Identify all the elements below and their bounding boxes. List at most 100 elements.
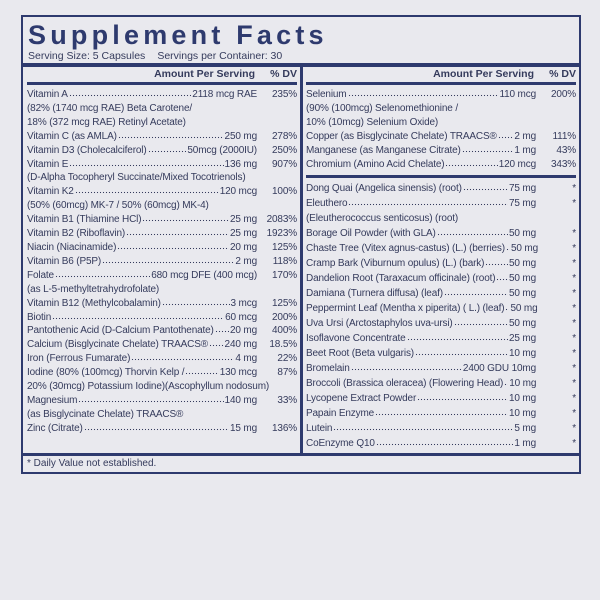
nutrient-row: Manganese (as Manganese Citrate) 1 mg 43% (306, 144, 576, 158)
amount: 25 mg (508, 333, 536, 345)
daily-value: * (572, 378, 576, 390)
daily-value: * (572, 183, 576, 195)
dot-leader (445, 158, 498, 167)
nutrient-detail: (90% (100mcg) Selenomethionine / (306, 102, 458, 114)
dot-leader (505, 243, 510, 252)
nutrient-name: Dong Quai (Angelica sinensis) (root) (306, 183, 462, 195)
nutrient-name: Iron (Ferrous Fumarate) (27, 353, 131, 365)
nutrient-row: Chaste Tree (Vitex agnus-castus) (L.) (b… (306, 241, 576, 256)
dot-leader (54, 269, 151, 278)
dot-leader (417, 393, 508, 402)
nutrient-row: Uva Ursi (Arctostaphylos uva-ursi) 50 mg * (306, 316, 576, 331)
nutrient-row: Lycopene Extract Powder 10 mg * (306, 391, 576, 406)
nutrient-row: Borage Oil Powder (with GLA) 50 mg * (306, 226, 576, 241)
nutrient-row: Vitamin A 2118 mcg RAE 235% (27, 88, 297, 102)
dot-leader (505, 303, 510, 312)
nutrient-row: Cramp Bark (Viburnum opulus) (L.) (bark)… (306, 256, 576, 271)
amount: 1 mg (514, 438, 536, 450)
nutrient-detail: (D-Alpha Tocopheryl Succinate/Mixed Toco… (27, 172, 246, 184)
daily-value: * (572, 228, 576, 240)
nutrient-row: Magnesium 140 mg 33% (27, 394, 297, 408)
nutrient-name: Chromium (Amino Acid Chelate) (306, 158, 445, 170)
amount: 20 mg (229, 325, 257, 337)
daily-value: * (572, 333, 576, 345)
amount: 50mcg (2000IU) (187, 144, 257, 156)
nutrient-name: Beet Root (Beta vulgaris) (306, 348, 414, 360)
nutrient-row: Papain Enzyme 10 mg * (306, 406, 576, 421)
footnote: * Daily Value not established. (27, 458, 157, 469)
daily-value: 235% (272, 89, 297, 100)
nutrient-row: Calcium (Bisglycinate Chelate) TRAACS® 24… (27, 338, 297, 352)
dot-leader (147, 144, 187, 153)
nutrient-row: Dong Quai (Angelica sinensis) (root) 75 m… (306, 181, 576, 196)
dot-leader (78, 394, 224, 403)
amount-header: Amount Per Serving (433, 68, 534, 80)
dot-leader (504, 378, 509, 387)
nutrient-detail: 18% (372 mcg RAE) Retinyl Acetate) (27, 116, 186, 128)
nutrient-row: Folate 680 mcg DFE (400 mcg) 170% (27, 269, 297, 283)
nutrient-row: Iron (Ferrous Fumarate) 4 mg 22% (27, 352, 297, 366)
dot-leader (209, 339, 224, 348)
dot-leader (443, 288, 508, 297)
daily-value: 200% (551, 89, 576, 100)
amount: 136 mg (224, 158, 258, 170)
nutrient-row: Bromelain 2400 GDU 10mg * (306, 361, 576, 376)
daily-value: * (572, 243, 576, 255)
daily-value: 1923% (266, 228, 298, 240)
nutrient-row: Damiana (Turnera diffusa) (leaf) 50 mg * (306, 286, 576, 301)
nutrient-name: Niacin (Niacinamide) (27, 241, 117, 253)
nutrient-name: Vitamin K2 (27, 186, 74, 198)
dot-leader (161, 297, 230, 306)
dot-leader (414, 348, 508, 357)
dot-leader (453, 318, 508, 327)
nutrient-name: Isoflavone Concentrate (306, 333, 406, 345)
amount: 130 mcg (219, 367, 257, 379)
daily-value: 18.5% (269, 339, 297, 351)
nutrient-row: Vitamin C (as AMLA) 250 mg 278% (27, 130, 297, 144)
nutrient-name: Papain Enzyme (306, 408, 375, 420)
nutrient-name: Uva Ursi (Arctostaphylos uva-ursi) (306, 318, 453, 330)
amount: 1 mg (514, 144, 536, 156)
dot-leader (496, 273, 508, 282)
nutrient-name: Calcium (Bisglycinate Chelate) TRAACS® (27, 339, 208, 351)
nutrient-name: Broccoli (Brassica oleracea) (Flowering … (306, 378, 504, 390)
section: Vitamin A 2118 mcg RAE 235% (82% (1740 mcg … (27, 82, 297, 436)
amount: 120 mcg (498, 158, 536, 170)
nutrient-name: Biotin (27, 311, 52, 323)
daily-value: 170% (272, 269, 297, 281)
daily-value: 343% (551, 158, 576, 170)
nutrient-row: Peppermint Leaf (Mentha x piperita) ( L.… (306, 301, 576, 316)
nutrient-row: CoEnzyme Q10 1 mg * (306, 436, 576, 451)
nutrient-row: Vitamin E 136 mg 907% (27, 158, 297, 172)
amount: 50 mg (508, 273, 536, 285)
daily-value: * (572, 258, 576, 270)
nutrient-name: Vitamin D3 (Cholecalciferol) (27, 144, 147, 156)
nutrient-detail: (as L-5-methyltetrahydrofolate) (27, 283, 160, 295)
daily-value: * (572, 348, 576, 360)
dot-leader (117, 241, 229, 250)
nutrient-name: Magnesium (27, 394, 78, 406)
dot-leader (185, 367, 219, 376)
daily-value: 33% (277, 394, 297, 406)
amount: 75 mg (508, 183, 536, 195)
nutrient-detail: (50% (60mcg) MK-7 / 50% (60mcg) MK-4) (27, 200, 209, 212)
nutrient-name: Zinc (Citrate) (27, 422, 83, 434)
amount: 2400 GDU 10mg (462, 363, 536, 375)
nutrient-row: Dandelion Root (Taraxacum officinale) (r… (306, 271, 576, 286)
footer-rule (23, 453, 579, 456)
amount: 60 mcg (225, 311, 257, 323)
nutrient-name: Copper (as Bisglycinate Chelate) TRAACS® (306, 130, 497, 142)
amount: 20 mg (229, 241, 257, 253)
nutrient-name: Cramp Bark (Viburnum opulus) (L.) (bark) (306, 258, 485, 270)
dot-leader (348, 198, 508, 207)
daily-value: * (572, 198, 576, 210)
nutrient-name: Vitamin A (27, 89, 68, 100)
nutrient-name: Vitamin B2 (Riboflavin) (27, 228, 126, 240)
nutrient-detail: (Eleutherococcus senticosus) (root) (306, 213, 459, 225)
nutrient-detail: (as Bisglycinate Chelate) TRAACS® (27, 408, 184, 420)
amount: 2 mg (514, 130, 536, 142)
dot-leader (69, 158, 224, 167)
nutrient-row: Vitamin K2 120 mcg 100% (27, 185, 297, 199)
nutrient-name: Chaste Tree (Vitex agnus-castus) (L.) (b… (306, 243, 505, 255)
nutrient-detail: 20% (30mcg) Potassium Iodine)(Ascophyllu… (27, 381, 270, 393)
